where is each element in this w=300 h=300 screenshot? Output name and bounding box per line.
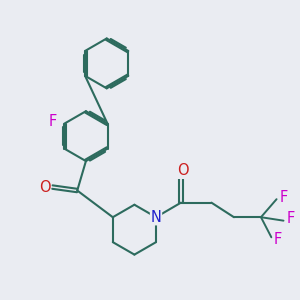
Text: O: O: [177, 163, 188, 178]
Text: F: F: [287, 212, 295, 226]
Text: F: F: [274, 232, 282, 247]
Text: N: N: [151, 210, 161, 225]
Text: F: F: [280, 190, 288, 205]
Text: O: O: [39, 180, 50, 195]
Text: F: F: [49, 114, 57, 129]
